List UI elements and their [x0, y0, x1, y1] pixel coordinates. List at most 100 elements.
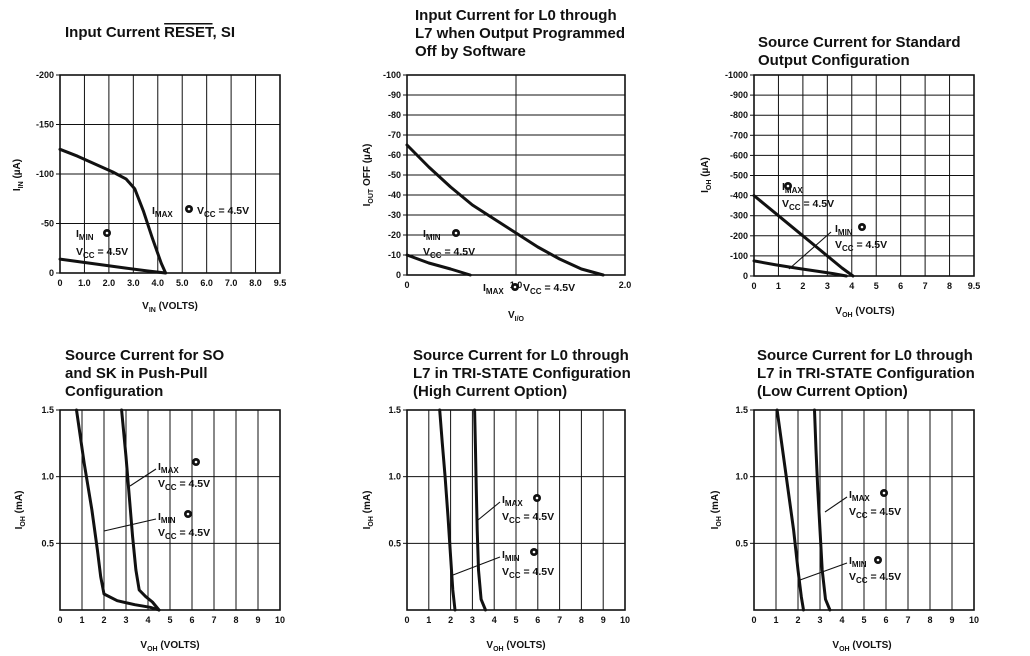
annotation-imin: IMIN — [158, 511, 176, 525]
series-curve-imin — [752, 259, 848, 278]
annotation-imin: IMIN — [76, 228, 94, 242]
annotation-dot-center — [876, 558, 880, 562]
chart-title-line: Configuration — [65, 383, 163, 400]
annotation-vcc: VCC = 4.5V — [76, 246, 128, 260]
x-tick-label: 6.0 — [200, 278, 213, 288]
x-tick-label: 1 — [773, 615, 778, 625]
annotation-imax: IMAX — [849, 489, 870, 503]
y-tick-label: -600 — [730, 150, 748, 160]
x-tick-label: 4 — [839, 615, 844, 625]
annotation-dot-center — [860, 225, 864, 229]
series-curve-imin — [813, 408, 832, 612]
y-axis-label: IOH (mA) — [362, 491, 375, 530]
x-axis-label: VOH (VOLTS) — [140, 640, 199, 653]
y-tick-label: 0.5 — [41, 538, 54, 548]
chart-title-line: (Low Current Option) — [757, 383, 908, 400]
annotation-imin: IMIN — [502, 549, 520, 563]
y-tick-label: -200 — [36, 70, 54, 80]
chart-title-line: Input Current for L0 through — [415, 7, 617, 24]
chart-title-line: Input Current RESET, SI — [65, 24, 235, 41]
annotation-leader-line — [788, 231, 832, 270]
x-tick-label: 2 — [800, 281, 805, 291]
x-axis-label: VOH (VOLTS) — [835, 306, 894, 319]
plot-frame — [59, 409, 281, 611]
y-axis-label: IOH (mA) — [14, 491, 27, 530]
annotation-imax: IMAX — [158, 461, 179, 475]
annotation-vcc: VCC = 4.5V — [158, 527, 210, 541]
y-tick-label: 0 — [743, 271, 748, 281]
y-tick-label: -40 — [388, 190, 401, 200]
y-tick-label: 1.5 — [41, 405, 54, 415]
x-tick-label: 2.0 — [103, 278, 116, 288]
annotation-imax: IMAX — [502, 494, 523, 508]
x-tick-label: 1 — [426, 615, 431, 625]
y-tick-label: -70 — [388, 130, 401, 140]
annotation-dot-center — [187, 207, 191, 211]
y-tick-label: -400 — [730, 191, 748, 201]
series-curve-imin — [120, 408, 161, 612]
x-tick-label: 8 — [947, 281, 952, 291]
annotation-vcc: VCC = 4.5V — [197, 205, 249, 219]
y-tick-label: -100 — [383, 70, 401, 80]
annotation-dot-center — [882, 491, 886, 495]
chart-title-line: L7 when Output Programmed — [415, 25, 625, 42]
y-axis-label: IOH (µA) — [700, 157, 713, 193]
y-tick-label: 0.5 — [735, 538, 748, 548]
y-tick-label: -1000 — [725, 70, 748, 80]
chart-title-line: Source Current for L0 through — [413, 347, 629, 364]
annotation-dot-center — [454, 231, 458, 235]
annotation-imax: IMAX — [483, 282, 504, 296]
annotation-leader-line — [477, 501, 501, 521]
plot-frame — [59, 74, 281, 274]
chart-title-line: Source Current for Standard — [758, 34, 961, 51]
annotation-imin: IMIN — [423, 228, 441, 242]
x-tick-label: 1.0 — [78, 278, 91, 288]
annotation-leader-line — [129, 468, 157, 487]
x-tick-label: 2.0 — [619, 280, 632, 290]
annotation-dot-center — [532, 550, 536, 554]
series-curve-imax — [405, 143, 605, 277]
plot-frame — [406, 409, 626, 611]
y-tick-label: 0 — [49, 268, 54, 278]
x-tick-label: 4.0 — [152, 278, 165, 288]
x-tick-label: 8.0 — [249, 278, 262, 288]
x-tick-label: 8 — [927, 615, 932, 625]
series-curve-imax — [775, 408, 805, 612]
y-tick-label: -50 — [41, 219, 54, 229]
y-tick-label: -300 — [730, 211, 748, 221]
y-tick-label: 1.0 — [735, 472, 748, 482]
x-tick-label: 9.5 — [274, 278, 287, 288]
y-axis-label: IOUT OFF (µA) — [362, 144, 375, 207]
x-tick-label: 4 — [849, 281, 854, 291]
y-tick-label: -20 — [388, 230, 401, 240]
y-tick-label: 0.5 — [388, 538, 401, 548]
series-curve-imax — [752, 194, 855, 278]
annotation-vcc: VCC = 4.5V — [502, 566, 554, 580]
x-tick-label: 5 — [861, 615, 866, 625]
x-tick-label: 3 — [825, 281, 830, 291]
y-tick-label: -100 — [36, 169, 54, 179]
y-tick-label: -800 — [730, 110, 748, 120]
x-tick-label: 1 — [79, 615, 84, 625]
chart-panel-1: Input Current RESET, SI 0 1.0 2.0 3.0 4.0 5.0 6… — [12, 24, 286, 314]
x-tick-label: 9 — [255, 615, 260, 625]
y-tick-label: 1.0 — [41, 472, 54, 482]
x-tick-label: 9 — [949, 615, 954, 625]
x-tick-label: 3 — [470, 615, 475, 625]
x-tick-label: 7.0 — [225, 278, 238, 288]
y-tick-label: 1.0 — [388, 472, 401, 482]
y-tick-label: -200 — [730, 231, 748, 241]
x-tick-label: 3.0 — [127, 278, 140, 288]
x-tick-label: 7 — [923, 281, 928, 291]
y-tick-label: -900 — [730, 90, 748, 100]
chart-title-line: and SK in Push-Pull — [65, 365, 208, 382]
series-curve-imax — [58, 147, 168, 275]
x-tick-label: 5 — [874, 281, 879, 291]
y-tick-label: -500 — [730, 171, 748, 181]
chart-title-line: Off by Software — [415, 43, 526, 60]
y-tick-label: -30 — [388, 210, 401, 220]
annotation-vcc: VCC = 4.5V — [849, 571, 901, 585]
annotation-dot-center — [513, 285, 517, 289]
